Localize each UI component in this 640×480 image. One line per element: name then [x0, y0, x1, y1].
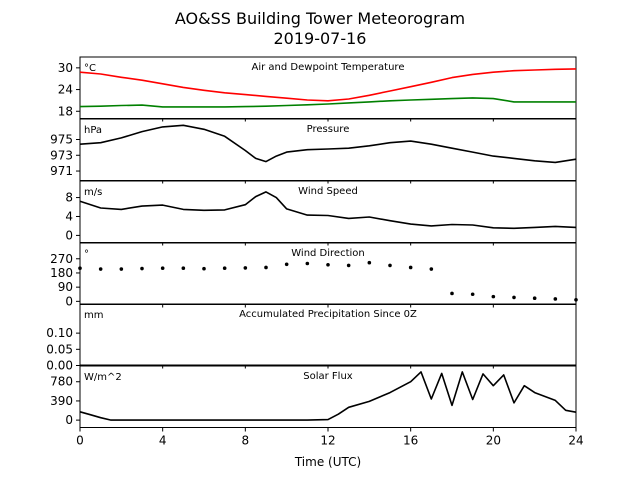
- panels-group: Air and Dewpoint Temperature °C 18 24 30 Pres…: [46, 56, 584, 448]
- data-point: [367, 260, 372, 265]
- y-tick-label: 0: [65, 228, 73, 242]
- data-point: [181, 266, 186, 271]
- panel-1: Air and Dewpoint Temperature °C 18 24 30: [58, 56, 577, 122]
- panel-title: Accumulated Precipitation Since 0Z: [239, 309, 417, 320]
- y-tick-label: 30: [58, 61, 73, 75]
- data-point: [450, 291, 454, 296]
- y-tick-label: 0: [65, 413, 73, 427]
- y-tick-label: 0: [65, 294, 73, 308]
- figure-subtitle: 2019-07-16: [274, 29, 367, 48]
- series-line-1: [79, 124, 577, 164]
- data-point: [284, 262, 289, 267]
- series-line-1: [79, 371, 577, 421]
- data-point: [160, 266, 165, 271]
- series-line-2: [79, 97, 576, 108]
- y-tick-label: 270: [50, 252, 73, 266]
- series-line-1: [79, 191, 577, 230]
- x-tick-label: 24: [568, 434, 583, 448]
- y-tick-label: 18: [58, 104, 73, 118]
- data-point: [305, 261, 310, 266]
- unit-label: °C: [84, 63, 96, 74]
- y-tick-label: 24: [58, 83, 73, 97]
- x-tick-label: 16: [403, 434, 418, 448]
- x-tick-label: 8: [242, 434, 250, 448]
- data-point: [388, 263, 392, 268]
- y-tick-label: 180: [50, 266, 73, 280]
- y-tick-label: 0.05: [46, 342, 73, 356]
- y-tick-label: 90: [58, 280, 73, 294]
- y-tick-label: 973: [50, 148, 73, 162]
- x-tick-label: 20: [486, 434, 501, 448]
- panel-5: Accumulated Precipitation Since 0Z mm 0.00…: [46, 303, 577, 373]
- unit-label: mm: [84, 310, 103, 321]
- data-point: [140, 266, 144, 271]
- data-point: [512, 295, 516, 300]
- data-point: [491, 294, 496, 299]
- data-point: [574, 297, 578, 302]
- panel-6: Solar Flux W/m^2 0 390 780 0 4 8 12 16 20 24: [50, 365, 584, 448]
- data-point: [470, 292, 475, 297]
- unit-label: hPa: [84, 125, 102, 136]
- unit-label: W/m^2: [84, 372, 122, 383]
- panel-title: Pressure: [307, 124, 350, 135]
- panel-title: Wind Direction: [291, 248, 365, 259]
- data-point: [222, 266, 227, 271]
- y-tick-label: 975: [50, 133, 73, 147]
- data-point: [98, 267, 103, 271]
- x-tick-label: 0: [76, 434, 84, 448]
- x-tick-label: 4: [159, 434, 167, 448]
- y-tick-label: 0.00: [46, 359, 73, 373]
- panel-title: Air and Dewpoint Temperature: [252, 62, 405, 73]
- x-axis-label: Time (UTC): [294, 455, 361, 469]
- unit-label: °: [84, 249, 89, 260]
- panel-title: Solar Flux: [303, 371, 353, 382]
- data-point: [78, 266, 82, 271]
- y-tick-label: 4: [65, 209, 73, 223]
- unit-label: m/s: [84, 187, 102, 198]
- panel-title: Wind Speed: [298, 186, 358, 197]
- y-tick-label: 390: [50, 394, 73, 408]
- data-point: [119, 267, 124, 271]
- data-point: [264, 265, 268, 270]
- data-point: [243, 266, 248, 270]
- y-tick-label: 8: [65, 191, 73, 205]
- data-point: [553, 297, 558, 301]
- y-tick-label: 780: [50, 375, 73, 389]
- data-point: [532, 296, 537, 300]
- x-tick-label: 12: [320, 434, 335, 448]
- y-tick-label: 971: [50, 164, 73, 178]
- y-tick-label: 0.10: [46, 326, 73, 340]
- figure-title: AO&SS Building Tower Meteorogram: [175, 9, 465, 28]
- data-point: [346, 263, 351, 268]
- series-line-1: [79, 68, 577, 102]
- data-point: [408, 265, 413, 270]
- panel-3: Wind Speed m/s 0 4 8: [65, 180, 577, 246]
- data-point: [326, 262, 330, 267]
- data-point: [202, 266, 206, 271]
- data-point: [429, 267, 434, 271]
